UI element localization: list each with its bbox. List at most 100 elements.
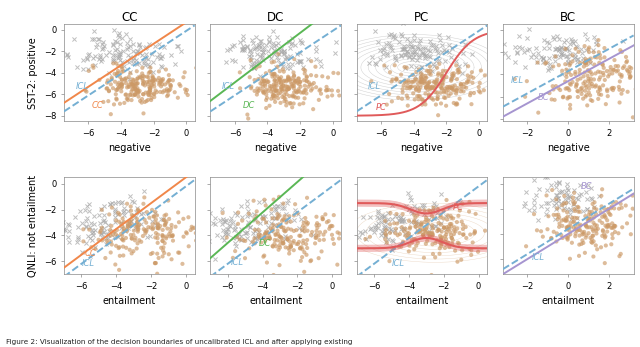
Point [592, 246, 602, 252]
Point [447, 73, 458, 78]
Point [578, 209, 588, 214]
Point [283, 218, 293, 223]
Point [116, 221, 127, 227]
Point [557, 202, 568, 208]
Point [579, 81, 589, 86]
Point [129, 199, 139, 204]
Point [113, 39, 123, 44]
Point [594, 193, 604, 199]
Point [132, 88, 143, 93]
Point [600, 223, 611, 228]
Point [301, 74, 312, 79]
Point [401, 203, 411, 209]
Point [468, 75, 479, 81]
Point [134, 41, 145, 47]
Point [280, 229, 290, 234]
Point [447, 45, 458, 51]
Point [140, 195, 150, 200]
Point [243, 208, 253, 214]
Point [157, 64, 167, 69]
Point [132, 246, 142, 251]
Point [306, 232, 316, 238]
Point [560, 79, 570, 84]
Point [447, 71, 458, 76]
Point [585, 218, 595, 223]
Point [442, 86, 452, 91]
Point [134, 60, 144, 66]
Point [346, 223, 356, 229]
Point [164, 231, 174, 237]
Point [259, 253, 269, 259]
Point [262, 260, 272, 265]
Point [90, 227, 100, 232]
Point [557, 218, 567, 223]
Point [248, 66, 259, 71]
Point [270, 77, 280, 83]
Point [558, 94, 568, 100]
Point [432, 48, 442, 53]
Point [255, 220, 265, 226]
Point [154, 226, 164, 231]
Point [272, 74, 282, 79]
Point [559, 217, 569, 222]
Point [566, 207, 577, 212]
Point [119, 228, 129, 234]
Point [276, 87, 286, 92]
Point [428, 84, 438, 90]
Point [269, 241, 280, 247]
Point [225, 46, 236, 51]
Point [562, 67, 572, 73]
Point [320, 229, 330, 235]
Point [521, 189, 531, 195]
Point [625, 74, 636, 79]
Point [417, 79, 427, 85]
Point [128, 232, 138, 238]
Point [603, 209, 613, 215]
Point [573, 89, 583, 94]
Point [617, 225, 627, 230]
Point [452, 226, 462, 231]
Point [217, 221, 227, 227]
Point [427, 96, 437, 101]
Point [607, 85, 618, 91]
Point [91, 44, 101, 50]
Point [141, 220, 151, 226]
Point [625, 69, 635, 75]
Point [403, 53, 413, 58]
Point [290, 78, 300, 84]
Point [251, 45, 261, 50]
Point [109, 57, 119, 63]
Point [127, 57, 138, 62]
Point [278, 205, 289, 211]
Point [603, 224, 613, 229]
Point [100, 236, 111, 241]
Point [360, 228, 370, 233]
Point [463, 73, 473, 78]
Point [263, 79, 273, 85]
Point [111, 96, 122, 101]
Point [579, 60, 589, 66]
Point [529, 197, 539, 203]
Point [385, 210, 396, 215]
Point [294, 37, 305, 43]
Point [631, 79, 640, 84]
Point [399, 43, 410, 48]
Point [335, 231, 345, 236]
Point [88, 55, 98, 60]
Point [437, 74, 447, 79]
Point [126, 208, 136, 213]
Point [571, 84, 581, 90]
Point [92, 41, 102, 47]
Point [144, 215, 154, 220]
Point [410, 219, 420, 225]
Point [129, 228, 139, 233]
Point [384, 33, 394, 38]
Point [296, 217, 307, 222]
Point [330, 39, 340, 45]
Point [154, 55, 164, 61]
Point [587, 98, 597, 104]
Point [284, 75, 294, 80]
Point [307, 82, 317, 87]
Point [442, 229, 452, 235]
Point [266, 226, 276, 231]
